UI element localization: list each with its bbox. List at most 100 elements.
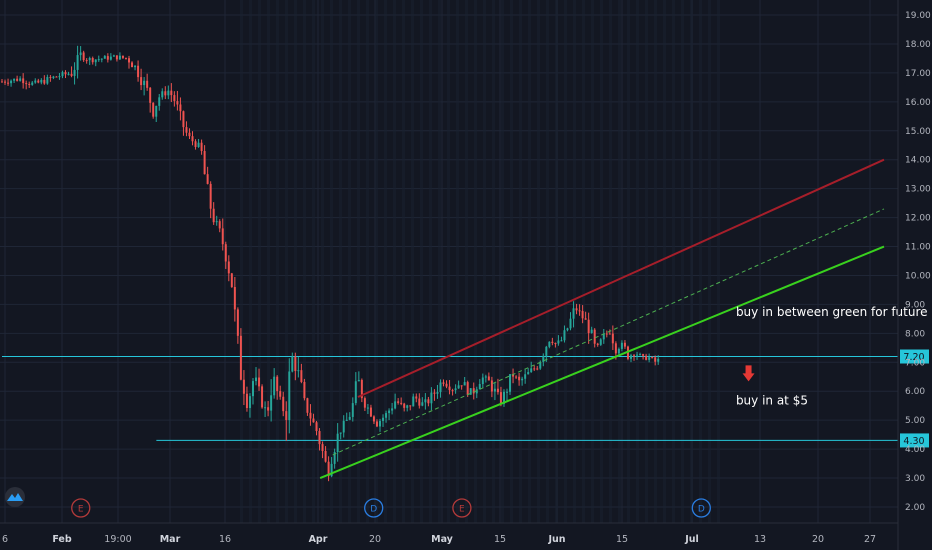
bg-stripe	[276, 0, 279, 523]
level-430-price-text: 4.30	[903, 436, 924, 447]
x-tick-label: 20	[369, 534, 381, 545]
candle-body	[360, 379, 363, 399]
y-tick-label: 18.00	[905, 40, 931, 50]
candle-body	[545, 346, 548, 356]
candle-body	[146, 80, 149, 88]
candle-body	[128, 58, 131, 63]
y-tick-label: 16.00	[905, 98, 931, 108]
annotation-5[interactable]: buy in at $5	[736, 393, 808, 407]
candle-body	[58, 76, 61, 78]
candle-body	[267, 407, 270, 411]
candle-body	[28, 83, 31, 85]
y-tick-label: 7.00	[905, 358, 925, 368]
candle-body	[103, 56, 106, 59]
candle-body	[43, 79, 46, 84]
candle-body	[654, 357, 657, 362]
candle-body	[218, 221, 221, 229]
candle-body	[578, 310, 581, 312]
candle-body	[602, 333, 605, 340]
candle-body	[421, 402, 424, 406]
candle-body	[342, 420, 345, 433]
red-down-arrow[interactable]	[742, 365, 755, 382]
mountain-icon	[7, 493, 23, 501]
candle-body	[155, 105, 158, 117]
candle-body	[276, 376, 279, 392]
y-tick-label: 8.00	[905, 329, 925, 339]
x-tick-label: 20	[812, 534, 824, 545]
price-axis[interactable]: 2.00 3.00 4.00 5.00 6.00 7.00 8.00 9.00 10.00 11.…	[897, 0, 931, 550]
candle-body	[487, 376, 490, 381]
bg-stripe	[672, 0, 675, 523]
candle-body	[515, 376, 518, 378]
candle-body	[291, 356, 294, 372]
candle-body	[10, 80, 13, 84]
candle-body	[448, 386, 451, 391]
candle-body	[509, 374, 512, 392]
annotations[interactable]: buy in between green for future buy in at…	[736, 305, 928, 407]
candle-body	[97, 59, 100, 61]
candle-body	[524, 374, 527, 379]
candle-body	[633, 355, 636, 357]
candle-body	[106, 56, 109, 60]
candle-body	[118, 55, 121, 60]
earnings-marker-2-circle[interactable]	[452, 498, 472, 518]
candle-body	[203, 151, 206, 175]
green-dashed-mid[interactable]	[332, 208, 885, 456]
dividend-marker-2-circle[interactable]	[691, 498, 711, 518]
candle-body	[620, 342, 623, 349]
candle-body	[55, 76, 58, 78]
annotation-future[interactable]: buy in between green for future	[736, 305, 928, 319]
candle-body	[140, 77, 143, 86]
candle-body	[258, 377, 261, 387]
x-tick-label: 27	[864, 534, 876, 545]
candle-body	[16, 78, 19, 81]
trend-lines[interactable]	[319, 158, 885, 479]
candle-body	[521, 378, 524, 381]
y-tick-label: 4.00	[905, 445, 925, 455]
bg-stripe	[420, 0, 423, 523]
candle-body	[233, 286, 236, 310]
bg-stripe	[240, 0, 243, 523]
candle-body	[345, 419, 348, 421]
candle-body	[282, 396, 285, 412]
green-channel-bottom[interactable]	[319, 245, 885, 479]
bg-stripe	[690, 0, 693, 523]
bg-stripe	[591, 0, 594, 523]
candle-body	[472, 388, 475, 394]
tradingview-logo[interactable]	[5, 487, 25, 507]
candle-body	[245, 393, 248, 409]
bg-stripe	[519, 0, 522, 523]
bg-stripe	[438, 0, 441, 523]
candle-body	[294, 356, 297, 372]
candles	[1, 45, 660, 482]
time-axis[interactable]: 6 Feb 19:00 Mar 16 Apr 20 May 15 Jun 15 Jul 13 20 27	[0, 522, 898, 545]
x-tick-label: 15	[494, 534, 506, 545]
candle-body	[484, 376, 487, 378]
candle-body	[327, 461, 330, 477]
candle-body	[533, 368, 536, 370]
candle-body	[167, 90, 170, 96]
candle-body	[636, 354, 639, 356]
candle-body	[137, 65, 140, 78]
candle-body	[394, 401, 397, 409]
dividend-marker-1-circle[interactable]	[364, 498, 384, 518]
candle-body	[542, 355, 545, 362]
candle-body	[85, 60, 88, 62]
earnings-marker-1-circle[interactable]	[71, 498, 91, 518]
candle-body	[209, 183, 212, 209]
candle-body	[608, 333, 611, 335]
candle-body	[336, 433, 339, 453]
candle-body	[490, 380, 493, 392]
red-channel-top[interactable]	[357, 158, 885, 398]
candle-body	[112, 55, 115, 57]
candle-body	[255, 377, 258, 382]
candle-body	[536, 368, 539, 370]
candle-body	[61, 72, 64, 77]
candle-body	[527, 372, 530, 375]
bg-stripe	[492, 0, 495, 523]
candle-body	[100, 58, 103, 60]
bg-stripe	[384, 0, 387, 523]
candle-body	[385, 413, 388, 418]
